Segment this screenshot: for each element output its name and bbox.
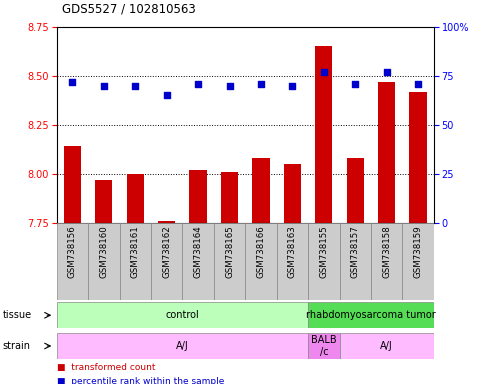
Bar (127, 174, 144, 223)
Bar (57, 302, 308, 328)
Bar (57, 333, 308, 359)
Bar (158, 221, 176, 223)
Bar (252, 158, 270, 223)
Point (383, 69, 390, 75)
Point (100, 83, 108, 89)
Text: A/J: A/J (176, 341, 189, 351)
Text: A/J: A/J (380, 341, 393, 351)
Bar (347, 158, 364, 223)
Text: control: control (166, 310, 199, 320)
Text: GSM738164: GSM738164 (194, 225, 203, 278)
Bar (245, 223, 277, 300)
Bar (214, 223, 246, 300)
Text: ■  percentile rank within the sample: ■ percentile rank within the sample (57, 377, 224, 384)
Bar (119, 223, 151, 300)
Bar (340, 333, 434, 359)
Point (163, 92, 171, 98)
Point (194, 81, 202, 87)
Text: GSM738166: GSM738166 (256, 225, 266, 278)
Bar (182, 223, 214, 300)
Text: GSM738161: GSM738161 (131, 225, 140, 278)
Text: GSM738157: GSM738157 (351, 225, 360, 278)
Bar (410, 91, 427, 223)
Point (131, 83, 139, 89)
Bar (378, 82, 395, 223)
Text: GDS5527 / 102810563: GDS5527 / 102810563 (62, 2, 195, 15)
Bar (64, 146, 81, 223)
Bar (371, 223, 402, 300)
Point (320, 69, 328, 75)
Bar (308, 223, 340, 300)
Bar (277, 223, 308, 300)
Text: GSM738156: GSM738156 (68, 225, 77, 278)
Text: GSM738159: GSM738159 (414, 225, 423, 278)
Text: GSM738160: GSM738160 (99, 225, 108, 278)
Bar (57, 223, 88, 300)
Point (288, 83, 296, 89)
Text: tissue: tissue (2, 310, 32, 320)
Point (257, 81, 265, 87)
Bar (315, 46, 332, 223)
Text: GSM738163: GSM738163 (288, 225, 297, 278)
Point (69, 79, 76, 85)
Bar (88, 223, 119, 300)
Bar (402, 223, 434, 300)
Bar (308, 333, 340, 359)
Point (226, 83, 234, 89)
Text: GSM738155: GSM738155 (319, 225, 328, 278)
Text: BALB
/c: BALB /c (311, 335, 337, 357)
Bar (221, 172, 238, 223)
Bar (151, 223, 182, 300)
Bar (308, 302, 434, 328)
Point (352, 81, 359, 87)
Text: ■  transformed count: ■ transformed count (57, 363, 155, 372)
Bar (340, 223, 371, 300)
Point (414, 81, 422, 87)
Text: rhabdomyosarcoma tumor: rhabdomyosarcoma tumor (306, 310, 436, 320)
Bar (95, 180, 112, 223)
Text: GSM738162: GSM738162 (162, 225, 171, 278)
Text: GSM738158: GSM738158 (382, 225, 391, 278)
Bar (284, 164, 301, 223)
Bar (189, 170, 207, 223)
Text: GSM738165: GSM738165 (225, 225, 234, 278)
Text: strain: strain (2, 341, 31, 351)
